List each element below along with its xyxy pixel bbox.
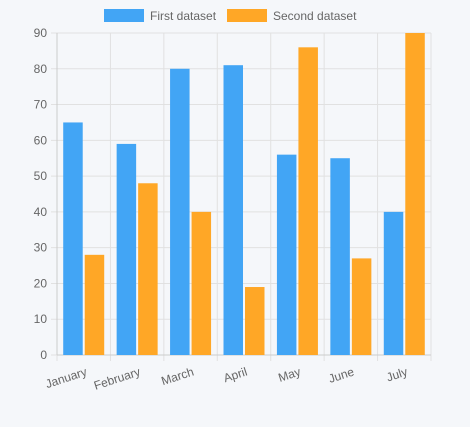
y-tick-label: 70	[34, 98, 48, 112]
bars	[63, 33, 425, 356]
legend-label-first-dataset[interactable]: First dataset	[150, 9, 217, 23]
bar-first-dataset-june[interactable]	[330, 158, 350, 355]
y-tick-label: 50	[34, 169, 48, 183]
y-tick-label: 60	[34, 133, 48, 147]
bar-second-dataset-january[interactable]	[84, 254, 105, 355]
y-tick-label: 20	[34, 276, 48, 290]
bar-second-dataset-february[interactable]	[138, 183, 158, 355]
bar-second-dataset-april[interactable]	[245, 287, 265, 355]
y-tick-label: 40	[34, 205, 48, 219]
bar-second-dataset-july[interactable]	[405, 33, 425, 355]
bar-second-dataset-june[interactable]	[351, 258, 372, 355]
y-tick-label: 10	[34, 312, 48, 326]
bar-first-dataset-april[interactable]	[223, 65, 244, 355]
bar-first-dataset-march[interactable]	[170, 68, 190, 356]
bar-first-dataset-february[interactable]	[116, 143, 137, 355]
y-tick-label: 80	[34, 62, 48, 76]
legend-swatch-first-dataset[interactable]	[104, 9, 144, 22]
bar-first-dataset-january[interactable]	[63, 122, 83, 355]
x-tick-label-july: July	[385, 365, 410, 385]
y-tick-label: 0	[40, 348, 47, 362]
legend-swatch-second-dataset[interactable]	[227, 9, 267, 22]
x-tick-label-may: May	[276, 365, 302, 385]
bar-first-dataset-july[interactable]	[383, 211, 404, 355]
y-tick-label: 90	[34, 26, 48, 40]
bar-second-dataset-may[interactable]	[298, 47, 318, 356]
bar-second-dataset-march[interactable]	[191, 211, 212, 355]
bar-first-dataset-may[interactable]	[276, 154, 297, 355]
y-tick-labels: 0 10 20 30 40 50 60 70 80 90	[34, 26, 48, 362]
legend-label-second-dataset[interactable]: Second dataset	[273, 9, 357, 23]
legend: First dataset Second dataset	[104, 9, 357, 23]
y-tick-label: 30	[34, 241, 48, 255]
